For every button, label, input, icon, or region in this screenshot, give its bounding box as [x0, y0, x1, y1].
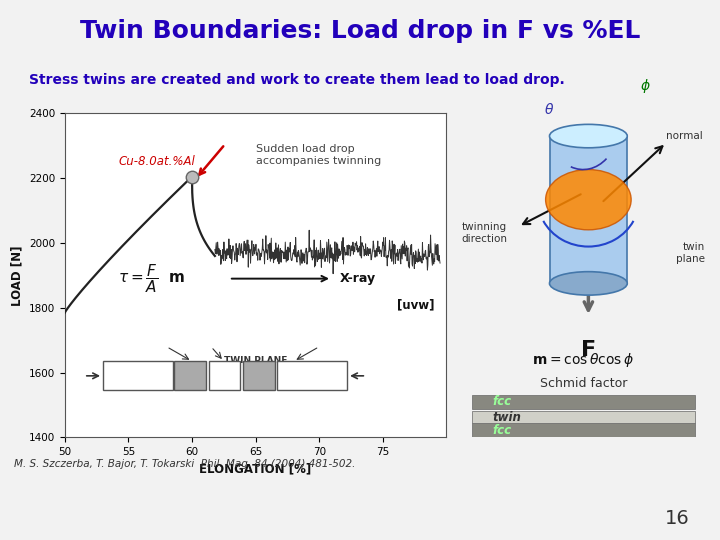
Text: Twin Boundaries: Load drop in F vs %EL: Twin Boundaries: Load drop in F vs %EL — [80, 19, 640, 43]
Bar — [472, 423, 695, 437]
Text: $\theta$: $\theta$ — [544, 102, 554, 117]
Text: $\tau = \dfrac{F}{A}$  m: $\tau = \dfrac{F}{A}$ m — [118, 262, 186, 295]
Ellipse shape — [549, 124, 627, 148]
Bar — [174, 361, 206, 390]
FancyBboxPatch shape — [549, 136, 627, 284]
Text: twin: twin — [492, 411, 521, 424]
Text: X-ray: X-ray — [340, 272, 376, 285]
Text: fcc: fcc — [492, 395, 512, 408]
Bar — [209, 361, 240, 390]
Bar — [277, 361, 347, 390]
Text: twinning
direction: twinning direction — [462, 222, 508, 244]
Text: Cu-8.0at.%Al: Cu-8.0at.%Al — [118, 155, 195, 168]
Y-axis label: LOAD [N]: LOAD [N] — [10, 245, 23, 306]
Text: 16: 16 — [665, 509, 689, 528]
Bar — [472, 411, 695, 423]
Ellipse shape — [546, 170, 631, 230]
Text: $\phi$: $\phi$ — [640, 77, 651, 95]
Text: fcc: fcc — [492, 423, 512, 436]
Text: Schmid factor: Schmid factor — [539, 377, 627, 390]
Bar — [243, 361, 274, 390]
X-axis label: ELONGATION [%]: ELONGATION [%] — [199, 463, 312, 476]
Text: Stress twins are created and work to create them lead to load drop.: Stress twins are created and work to cre… — [29, 73, 564, 86]
Text: $\mathbf{m} = \cos\theta\cos\phi$: $\mathbf{m} = \cos\theta\cos\phi$ — [532, 352, 634, 369]
Text: Sudden load drop
accompanies twinning: Sudden load drop accompanies twinning — [256, 144, 381, 166]
Text: TWIN PLANE: TWIN PLANE — [224, 356, 287, 365]
Text: M. S. Szczerba, T. Bajor, T. Tokarski  Phil. Mag. 84 (2004) 481-502.: M. S. Szczerba, T. Bajor, T. Tokarski Ph… — [14, 460, 356, 469]
Bar — [472, 395, 695, 409]
Text: [uvw]: [uvw] — [397, 298, 434, 311]
Text: F: F — [581, 340, 596, 360]
Text: twin
plane: twin plane — [676, 242, 705, 264]
Text: normal: normal — [666, 131, 703, 141]
Ellipse shape — [549, 272, 627, 295]
Bar — [103, 361, 173, 390]
